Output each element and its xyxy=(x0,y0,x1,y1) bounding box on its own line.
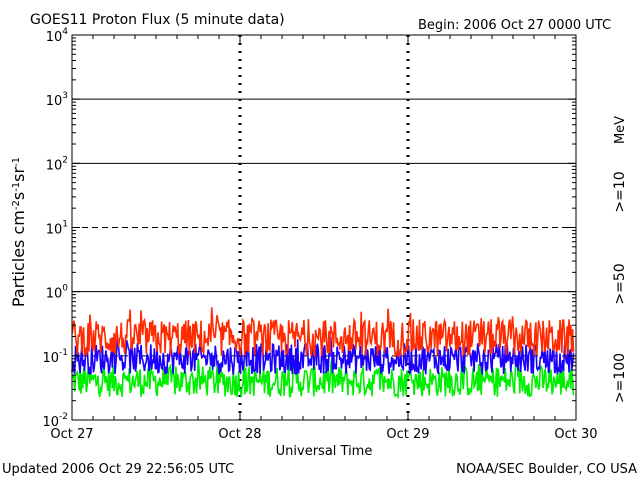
x-axis-title: Universal Time xyxy=(276,444,373,459)
begin-time: Begin: 2006 Oct 27 0000 UTC xyxy=(418,18,611,33)
series-layer xyxy=(71,307,575,400)
updated-timestamp: Updated 2006 Oct 29 22:56:05 UTC xyxy=(2,462,234,477)
y-tick-label: 104 xyxy=(46,27,69,45)
y-tick-label: 101 xyxy=(46,220,68,238)
legend-unit: MeV xyxy=(613,116,628,144)
x-tick-label: Oct 29 xyxy=(386,427,429,442)
x-tick-label: Oct 30 xyxy=(554,427,597,442)
legend-ge10: >=10 xyxy=(612,171,628,212)
y-tick-label: 10-1 xyxy=(42,348,68,366)
legend: MeV >=10 >=50 >=100 xyxy=(612,116,628,403)
y-tick-label: 103 xyxy=(46,91,68,109)
chart-title: GOES11 Proton Flux (5 minute data) xyxy=(30,12,285,28)
series-ge10 xyxy=(71,307,575,359)
legend-ge100: >=100 xyxy=(612,353,628,403)
y-axis-title: Particles cm-2s-1sr-1 xyxy=(9,157,28,307)
axes-layer: 10-2 10-1 100 101 102 103 104 Oct 27 Oct 28 Oct 2… xyxy=(42,27,597,442)
y-tick-label: 10-2 xyxy=(42,412,68,430)
y-tick-label: 102 xyxy=(46,155,68,173)
x-tick-label: Oct 28 xyxy=(218,427,261,442)
series-ge100 xyxy=(71,357,575,400)
y-tick-label: 100 xyxy=(46,284,69,302)
legend-ge50: >=50 xyxy=(612,263,628,304)
credit-text: NOAA/SEC Boulder, CO USA xyxy=(456,462,637,477)
x-tick-label: Oct 27 xyxy=(50,427,93,442)
